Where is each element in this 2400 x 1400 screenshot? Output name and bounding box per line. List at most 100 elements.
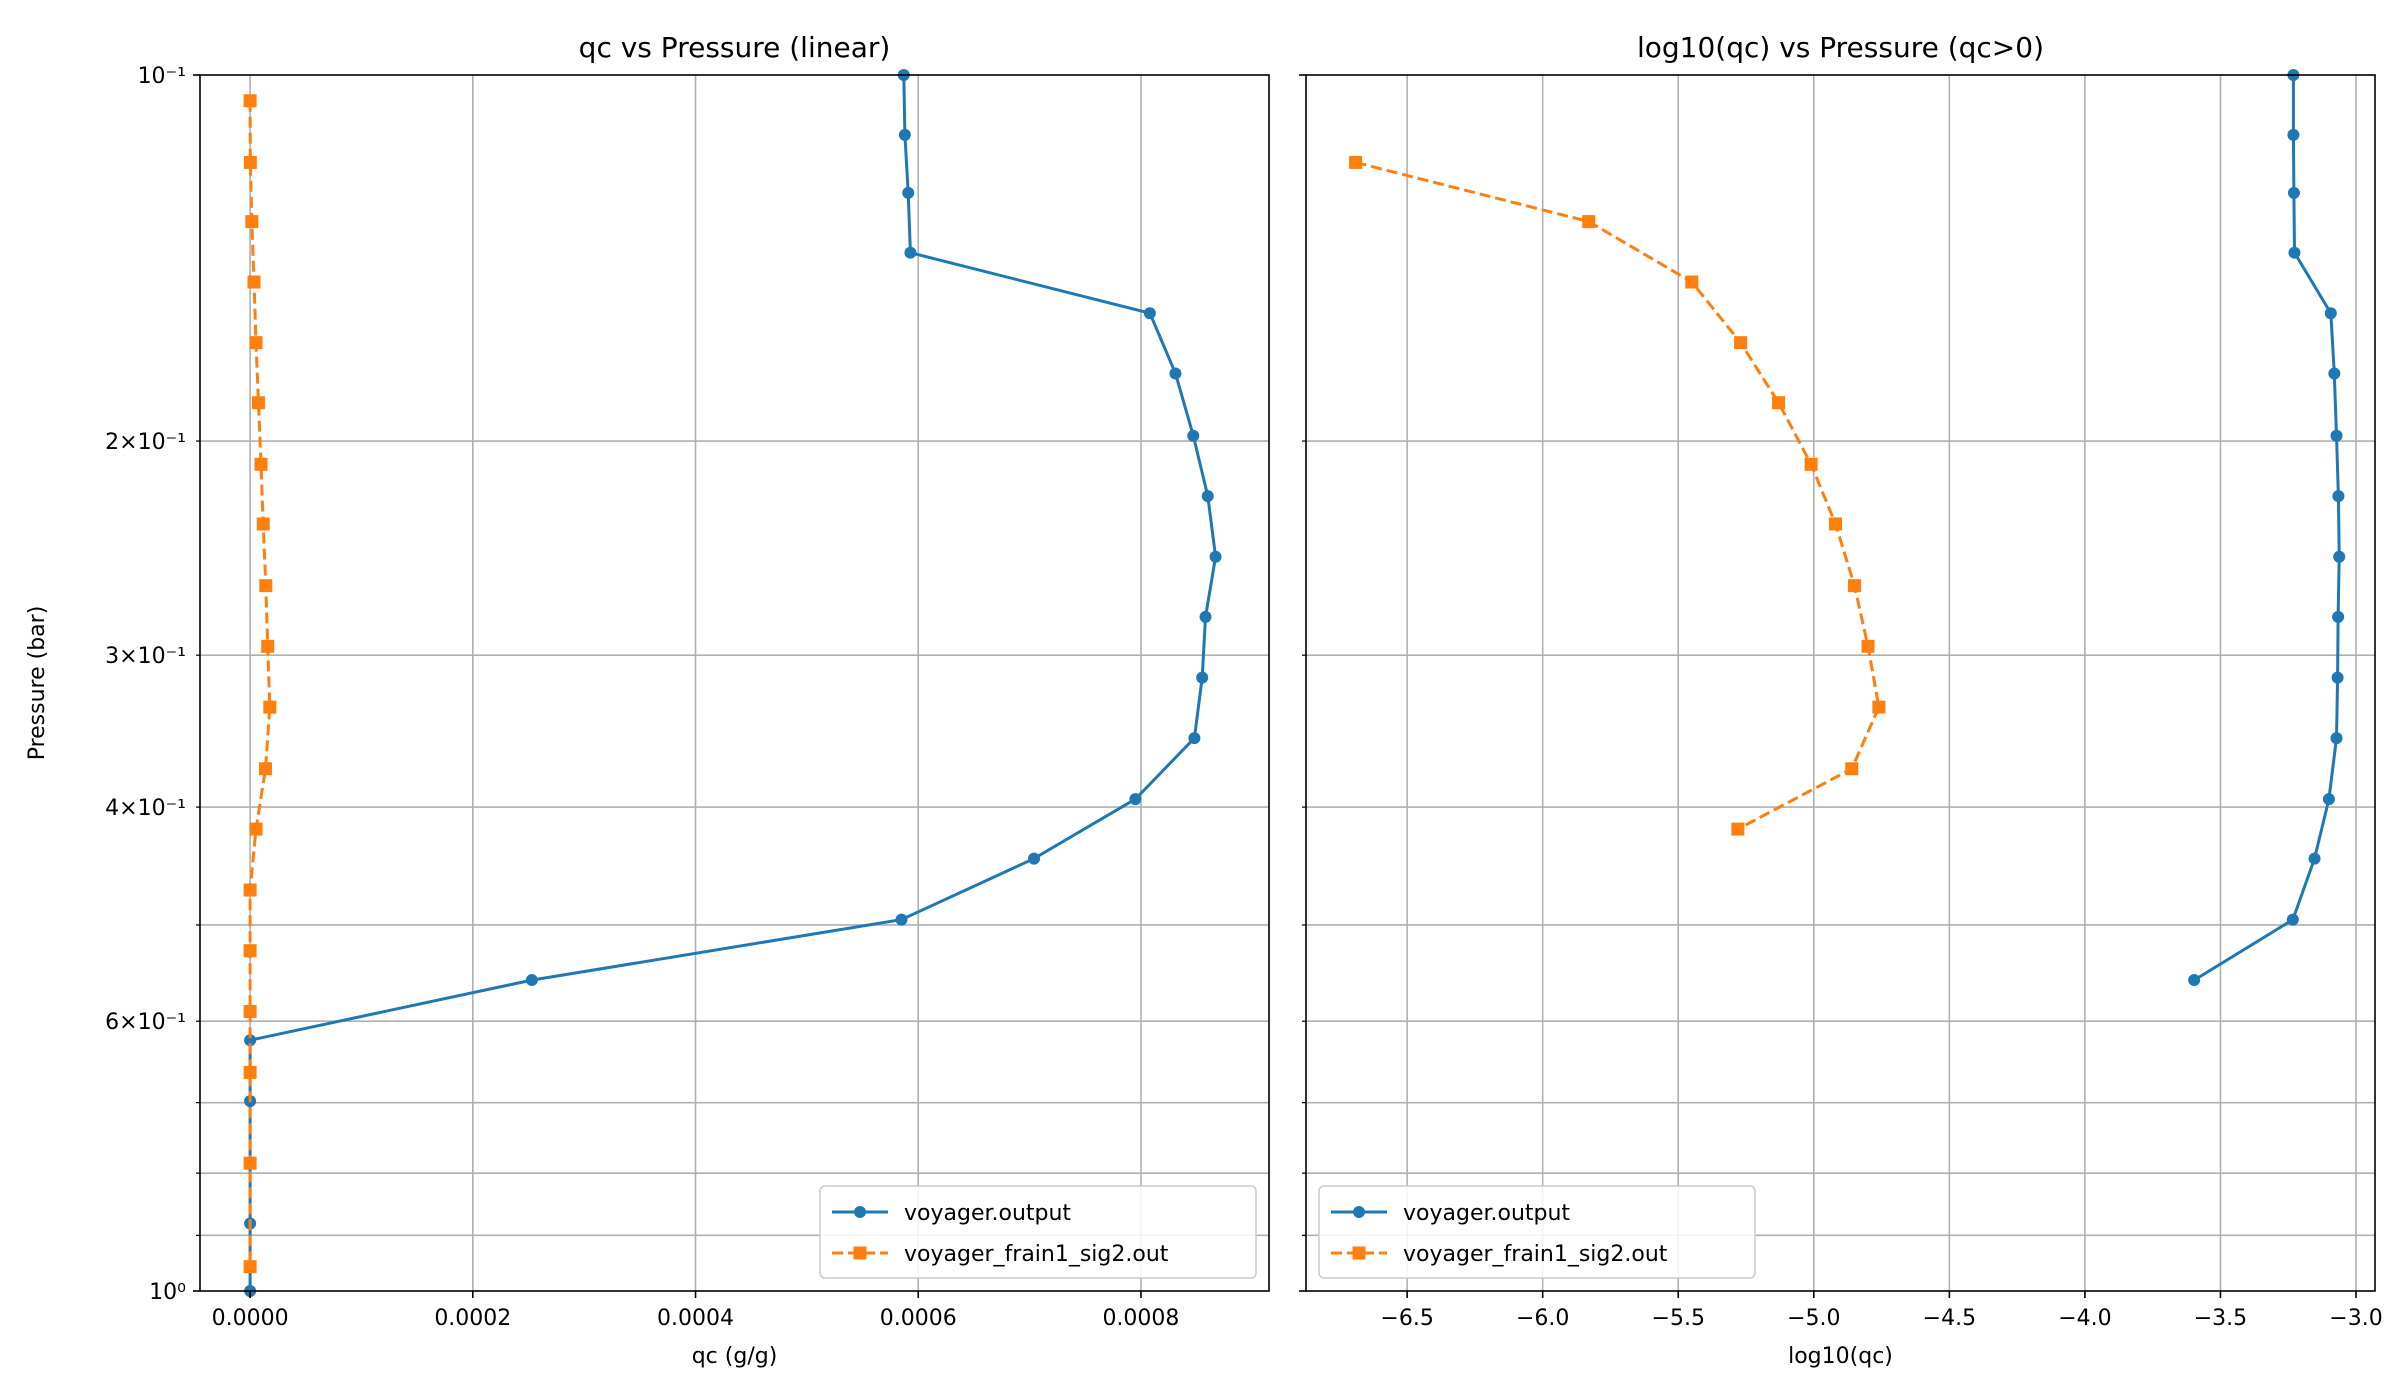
data-point: [243, 1004, 257, 1018]
data-point: [1169, 367, 1182, 380]
y-tick-label: 4×10⁻¹: [105, 796, 186, 821]
data-point: [1685, 275, 1699, 289]
data-point: [2332, 610, 2345, 623]
legend-label: voyager_frain1_sig2.out: [904, 1242, 1169, 1267]
data-point: [1199, 610, 1212, 623]
data-point: [1187, 429, 1200, 442]
chart-title: qc vs Pressure (linear): [579, 31, 891, 64]
legend-label: voyager.output: [1403, 1201, 1570, 1226]
data-point: [243, 1156, 257, 1170]
legend-box: [819, 1185, 1257, 1279]
data-point: [2324, 307, 2337, 320]
x-tick-label: −6.5: [1380, 1306, 1433, 1331]
data-point: [261, 639, 275, 653]
data-point: [1143, 307, 1156, 320]
data-point: [1872, 700, 1886, 714]
data-point: [1734, 336, 1748, 350]
x-tick-label: −3.0: [2329, 1306, 2382, 1331]
data-point: [2330, 429, 2343, 442]
data-point: [1129, 793, 1142, 806]
series-voyager-frain1-sig2: [243, 94, 277, 1274]
data-point: [2331, 671, 2344, 684]
x-tick-label: 0.0008: [1102, 1306, 1179, 1331]
data-point: [251, 396, 265, 410]
data-point: [243, 1065, 257, 1079]
legend-box: [1318, 1185, 1756, 1279]
data-point: [525, 974, 538, 987]
y-tick-label: 2×10⁻¹: [105, 430, 186, 455]
data-point: [2286, 913, 2299, 926]
data-point: [2308, 852, 2321, 865]
data-point: [256, 517, 270, 531]
data-point: [2330, 732, 2343, 745]
data-point: [245, 215, 259, 229]
data-point: [2322, 793, 2335, 806]
data-point: [2287, 128, 2300, 141]
legend-marker: [854, 1206, 866, 1218]
data-point: [1731, 822, 1745, 836]
data-point: [258, 762, 272, 776]
data-point: [1196, 671, 1209, 684]
x-tick-label: 0.0004: [657, 1306, 734, 1331]
axes-frame: [1305, 74, 2376, 1292]
data-point: [1828, 517, 1842, 531]
series-line: [1355, 160, 1881, 831]
data-point: [2333, 550, 2346, 563]
data-point: [2328, 367, 2341, 380]
legend-marker: [853, 1246, 867, 1260]
data-point: [2332, 490, 2345, 503]
series-voyager-output: [244, 69, 1222, 1297]
data-point: [259, 579, 273, 593]
data-point: [1188, 732, 1201, 745]
series-voyager-output: [2188, 69, 2346, 987]
legend-label: voyager.output: [904, 1201, 1071, 1226]
axes-frame: [199, 74, 1270, 1292]
data-point: [244, 1034, 257, 1047]
data-point: [1349, 155, 1363, 169]
data-point: [243, 883, 257, 897]
chart-title: log10(qc) vs Pressure (qc>0): [1637, 31, 2044, 64]
legend-label: voyager_frain1_sig2.out: [1403, 1242, 1668, 1267]
series-line: [248, 74, 1218, 1291]
data-point: [1772, 396, 1786, 410]
data-point: [1845, 762, 1859, 776]
data-point: [2188, 974, 2201, 987]
data-point: [254, 457, 268, 471]
x-tick-label: −3.5: [2194, 1306, 2247, 1331]
x-axis-label: qc (g/g): [692, 1344, 778, 1369]
data-point: [249, 336, 263, 350]
y-tick-label: 3×10⁻¹: [105, 644, 186, 669]
data-point: [243, 94, 257, 108]
x-tick-label: −5.0: [1787, 1306, 1840, 1331]
x-tick-label: 0.0000: [212, 1306, 289, 1331]
data-point: [243, 1260, 257, 1274]
data-point: [1804, 457, 1818, 471]
data-point: [1201, 490, 1214, 503]
data-point: [895, 913, 908, 926]
y-tick-label: 6×10⁻¹: [105, 1010, 186, 1035]
data-point: [2287, 186, 2300, 199]
data-point: [2288, 246, 2301, 259]
legend: voyager.output voyager_frain1_sig2.out: [1318, 1185, 1756, 1279]
y-tick-label: 10⁻¹: [138, 64, 186, 89]
data-point: [243, 155, 257, 169]
data-point: [249, 822, 263, 836]
chart-log-qc: log10(qc) vs Pressure (qc>0) −6.5 −6.0 −5.5…: [1299, 31, 2383, 1369]
y-axis-label: Pressure (bar): [25, 606, 50, 761]
x-tick-label: 0.0002: [434, 1306, 511, 1331]
data-point: [1209, 550, 1222, 563]
x-tick-label: −6.0: [1516, 1306, 1569, 1331]
data-point: [263, 700, 277, 714]
data-point: [247, 275, 261, 289]
x-tick-label: −4.5: [1923, 1306, 1976, 1331]
data-point: [1028, 852, 1041, 865]
data-point: [1847, 579, 1861, 593]
legend-marker: [1353, 1206, 1365, 1218]
series-line: [2193, 75, 2341, 982]
x-tick-label: 0.0006: [880, 1306, 957, 1331]
legend: voyager.output voyager_frain1_sig2.out: [819, 1185, 1257, 1279]
data-point: [904, 246, 917, 259]
data-point: [243, 944, 257, 958]
data-point: [902, 186, 915, 199]
